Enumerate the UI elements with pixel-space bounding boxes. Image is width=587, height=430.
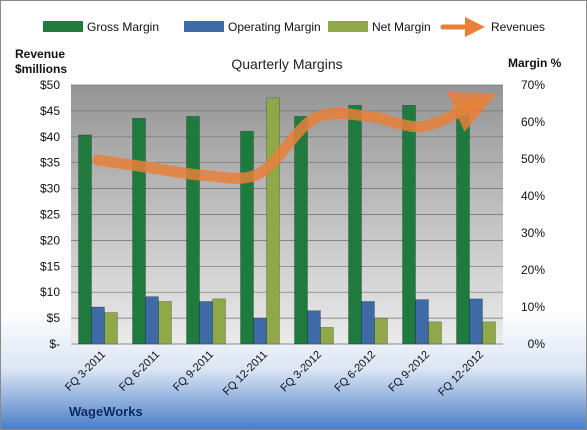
legend-swatch-gross-margin	[43, 21, 83, 32]
bar-net-margin	[320, 327, 334, 345]
x-tick-label: FQ 3-2012	[278, 349, 324, 395]
left-tick-label: $30	[40, 182, 60, 196]
left-tick-label: $5	[47, 311, 61, 325]
bar-gross-margin	[294, 116, 308, 345]
bar-gross-margin	[186, 116, 200, 345]
x-tick-label: FQ 12-2012	[436, 349, 486, 399]
left-tick-label: $35	[40, 156, 60, 170]
revenue-line-layer	[92, 91, 497, 184]
left-axis-label-line1: Revenue	[15, 47, 65, 61]
right-tick-label: 70%	[521, 78, 545, 92]
bar-net-margin	[482, 321, 496, 345]
legend: Gross Margin Operating Margin Net Margin…	[43, 17, 545, 37]
right-tick-label: 60%	[521, 115, 545, 129]
left-tick-label: $45	[40, 104, 60, 118]
bar-operating-margin	[199, 301, 213, 345]
bar-series	[78, 97, 496, 345]
legend-label-net-margin: Net Margin	[372, 20, 431, 34]
bar-operating-margin	[145, 296, 159, 345]
bar-gross-margin	[456, 106, 470, 345]
company-name: WageWorks	[69, 404, 143, 419]
bar-gross-margin	[348, 105, 362, 345]
chart-title: Quarterly Margins	[231, 56, 342, 72]
left-tick-label: $10	[40, 285, 60, 299]
left-tick-label: $40	[40, 130, 60, 144]
legend-swatch-operating-margin	[184, 21, 224, 32]
bar-operating-margin	[91, 306, 105, 345]
x-tick-label: FQ 6-2011	[117, 349, 162, 394]
bar-gross-margin	[132, 118, 146, 345]
left-tick-label: $15	[40, 259, 60, 273]
bar-operating-margin	[361, 301, 375, 345]
bar-operating-margin	[469, 298, 483, 345]
bar-gross-margin	[78, 134, 92, 345]
legend-label-gross-margin: Gross Margin	[87, 20, 159, 34]
bar-net-margin	[374, 317, 388, 345]
right-axis-ticks: 0% 10% 20% 30% 40% 50% 60% 70%	[521, 78, 545, 351]
bar-net-margin	[104, 312, 118, 345]
x-tick-label: FQ 12-2011	[221, 349, 270, 398]
legend-label-operating-margin: Operating Margin	[228, 20, 321, 34]
right-axis-label: Margin %	[508, 56, 562, 70]
x-tick-label: FQ 6-2012	[332, 349, 378, 395]
bar-net-margin	[158, 301, 172, 345]
x-tick-label: FQ 9-2012	[386, 349, 432, 395]
right-tick-label: 40%	[521, 189, 545, 203]
bar-net-margin	[428, 321, 442, 345]
legend-label-revenues: Revenues	[491, 20, 545, 34]
bar-net-margin	[212, 298, 226, 345]
bar-net-margin	[266, 97, 280, 345]
bar-operating-margin	[307, 310, 321, 345]
left-tick-label: $50	[40, 78, 60, 92]
right-tick-label: 30%	[521, 226, 545, 240]
bar-gross-margin	[240, 130, 254, 345]
revenues-line	[92, 91, 497, 184]
bar-gross-margin	[402, 105, 416, 345]
legend-swatch-net-margin	[328, 21, 368, 32]
x-tick-label: FQ 9-2011	[171, 349, 216, 394]
x-axis-ticks: FQ 3-2011 FQ 6-2011 FQ 9-2011 FQ 12-2011 FQ …	[63, 349, 486, 399]
right-tick-label: 20%	[521, 263, 545, 277]
left-tick-label: $25	[40, 208, 60, 222]
left-tick-label: $20	[40, 233, 60, 247]
left-tick-label: $-	[49, 337, 60, 351]
left-axis-ticks: $- $5 $10 $15 $20 $25 $30 $35 $40 $45 $50	[40, 78, 60, 351]
left-axis-label-line2: $millions	[15, 62, 67, 76]
right-tick-label: 50%	[521, 152, 545, 166]
bar-operating-margin	[253, 317, 267, 345]
x-tick-label: FQ 3-2011	[63, 349, 108, 394]
bar-operating-margin	[415, 299, 429, 345]
right-tick-label: 10%	[521, 300, 545, 314]
right-tick-label: 0%	[528, 337, 546, 351]
